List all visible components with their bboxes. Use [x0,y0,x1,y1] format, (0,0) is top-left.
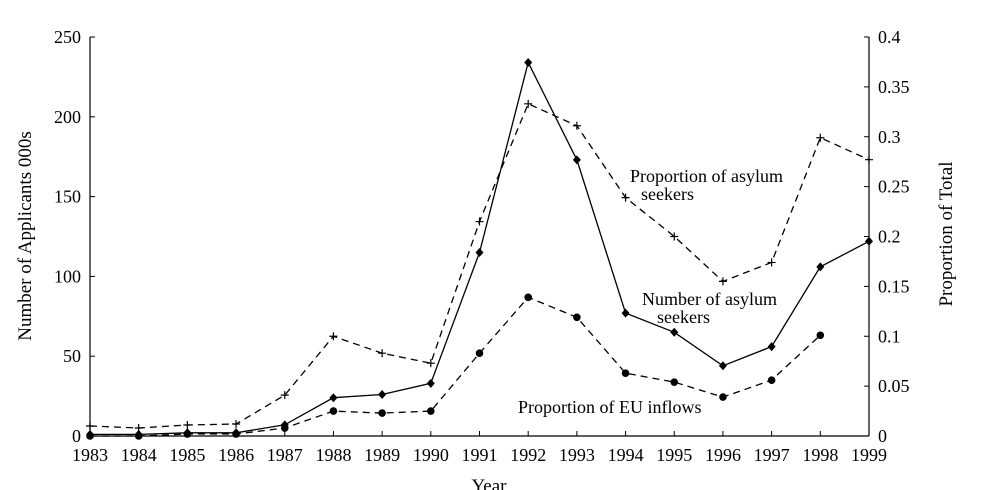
y-tick-label-right: 0.3 [878,127,901,147]
annotation-proportion-asylum-line2: seekers [641,184,694,204]
point-number-of-asylum-seekers [329,393,338,403]
point-proportion-of-eu-inflows [621,369,630,377]
point-proportion-of-asylum-seekers [378,349,387,358]
x-tick-label: 1993 [559,445,595,465]
y-tick-label-left: 50 [63,346,81,366]
plot-frame [89,37,870,437]
y-tick-label-left: 150 [54,187,81,207]
x-tick-label: 1996 [705,445,741,465]
point-proportion-of-eu-inflows [475,349,484,358]
point-proportion-of-eu-inflows [524,293,532,302]
x-tick-label: 1990 [413,445,449,465]
point-proportion-of-eu-inflows [573,313,581,322]
point-proportion-of-eu-inflows [767,376,776,384]
x-axis-title: Year [471,476,507,490]
point-proportion-of-asylum-seekers [816,133,825,142]
point-number-of-asylum-seekers [865,236,873,246]
point-proportion-of-asylum-seekers [86,422,94,431]
y-axis-title-left: Number of Applicants 000s [15,131,36,341]
y-tick-label-right: 0.1 [878,326,901,346]
point-proportion-of-eu-inflows [427,407,435,415]
y-ticks-left: 0 50 100 150 200 250 [54,27,95,446]
point-proportion-of-eu-inflows [280,424,289,432]
y-tick-label-right: 0.15 [878,276,910,296]
point-proportion-of-asylum-seekers [232,420,241,429]
point-proportion-of-asylum-seekers [621,193,630,202]
x-tick-label: 1984 [121,445,157,465]
y-ticks-right: 0 0.05 0.1 0.15 0.2 0.25 0.3 0.35 0.4 [864,27,910,446]
point-proportion-of-eu-inflows [719,393,727,401]
x-tick-label: 1986 [218,445,254,465]
point-proportion-of-asylum-seekers [767,258,776,267]
point-proportion-of-asylum-seekers [475,217,484,226]
point-proportion-of-eu-inflows [329,407,338,415]
series-layer [86,58,873,440]
point-number-of-asylum-seekers [475,247,484,257]
x-tick-label: 1991 [462,445,498,465]
point-proportion-of-asylum-seekers [865,155,873,164]
point-proportion-of-asylum-seekers [718,277,727,286]
point-number-of-asylum-seekers [718,361,727,371]
point-number-of-asylum-seekers [524,58,533,68]
x-tick-label: 1997 [754,445,790,465]
point-proportion-of-asylum-seekers [329,332,338,341]
y-tick-label-right: 0.4 [878,27,901,47]
annotation-number-asylum-line1: Number of asylum [642,289,777,309]
point-number-of-asylum-seekers [378,390,387,400]
x-tick-label: 1989 [364,445,400,465]
point-number-of-asylum-seekers [816,262,825,272]
x-ticks: 1983 1984 1985 1986 1987 1988 1989 1990 1991 1992… [72,431,887,465]
point-proportion-of-asylum-seekers [426,359,435,368]
point-proportion-of-eu-inflows [816,331,825,340]
x-tick-label: 1983 [72,445,108,465]
x-tick-label: 1999 [851,445,887,465]
point-proportion-of-eu-inflows [378,409,386,417]
point-proportion-of-asylum-seekers [572,121,581,130]
y-tick-label-right: 0.05 [878,376,910,396]
point-proportion-of-asylum-seekers [134,424,143,433]
x-tick-label: 1998 [802,445,838,465]
point-number-of-asylum-seekers [670,327,679,337]
point-proportion-of-eu-inflows [670,378,679,386]
annotation-eu-inflows: Proportion of EU inflows [518,397,702,417]
x-tick-label: 1987 [267,445,303,465]
y-tick-label-left: 250 [54,27,81,47]
point-number-of-asylum-seekers [426,378,435,388]
point-proportion-of-asylum-seekers [280,391,289,400]
y-tick-label-left: 0 [72,426,81,446]
series-line-proportion-of-eu-inflows [90,296,821,437]
point-proportion-of-asylum-seekers [183,421,192,430]
annotation-number-asylum-line2: seekers [657,307,710,327]
x-tick-label: 1994 [608,445,644,465]
y-tick-label-left: 200 [54,107,81,127]
point-number-of-asylum-seekers [767,342,776,352]
series-line-proportion-of-asylum-seekers [89,102,870,429]
y-axis-title-right: Proportion of Total [936,161,957,306]
point-number-of-asylum-seekers [621,308,630,318]
y-tick-label-right: 0.2 [878,227,901,247]
y-tick-label-right: 0.25 [878,177,910,197]
y-tick-label-right: 0.35 [878,77,910,97]
point-proportion-of-asylum-seekers [524,99,533,108]
point-number-of-asylum-seekers [572,155,581,165]
x-tick-label: 1995 [656,445,692,465]
point-proportion-of-asylum-seekers [670,232,679,241]
x-tick-label: 1992 [510,445,546,465]
y-tick-label-left: 100 [54,266,81,286]
x-tick-label: 1985 [169,445,205,465]
x-tick-label: 1988 [315,445,351,465]
y-tick-label-right: 0 [878,426,887,446]
annotation-proportion-asylum-line1: Proportion of asylum [630,166,783,186]
